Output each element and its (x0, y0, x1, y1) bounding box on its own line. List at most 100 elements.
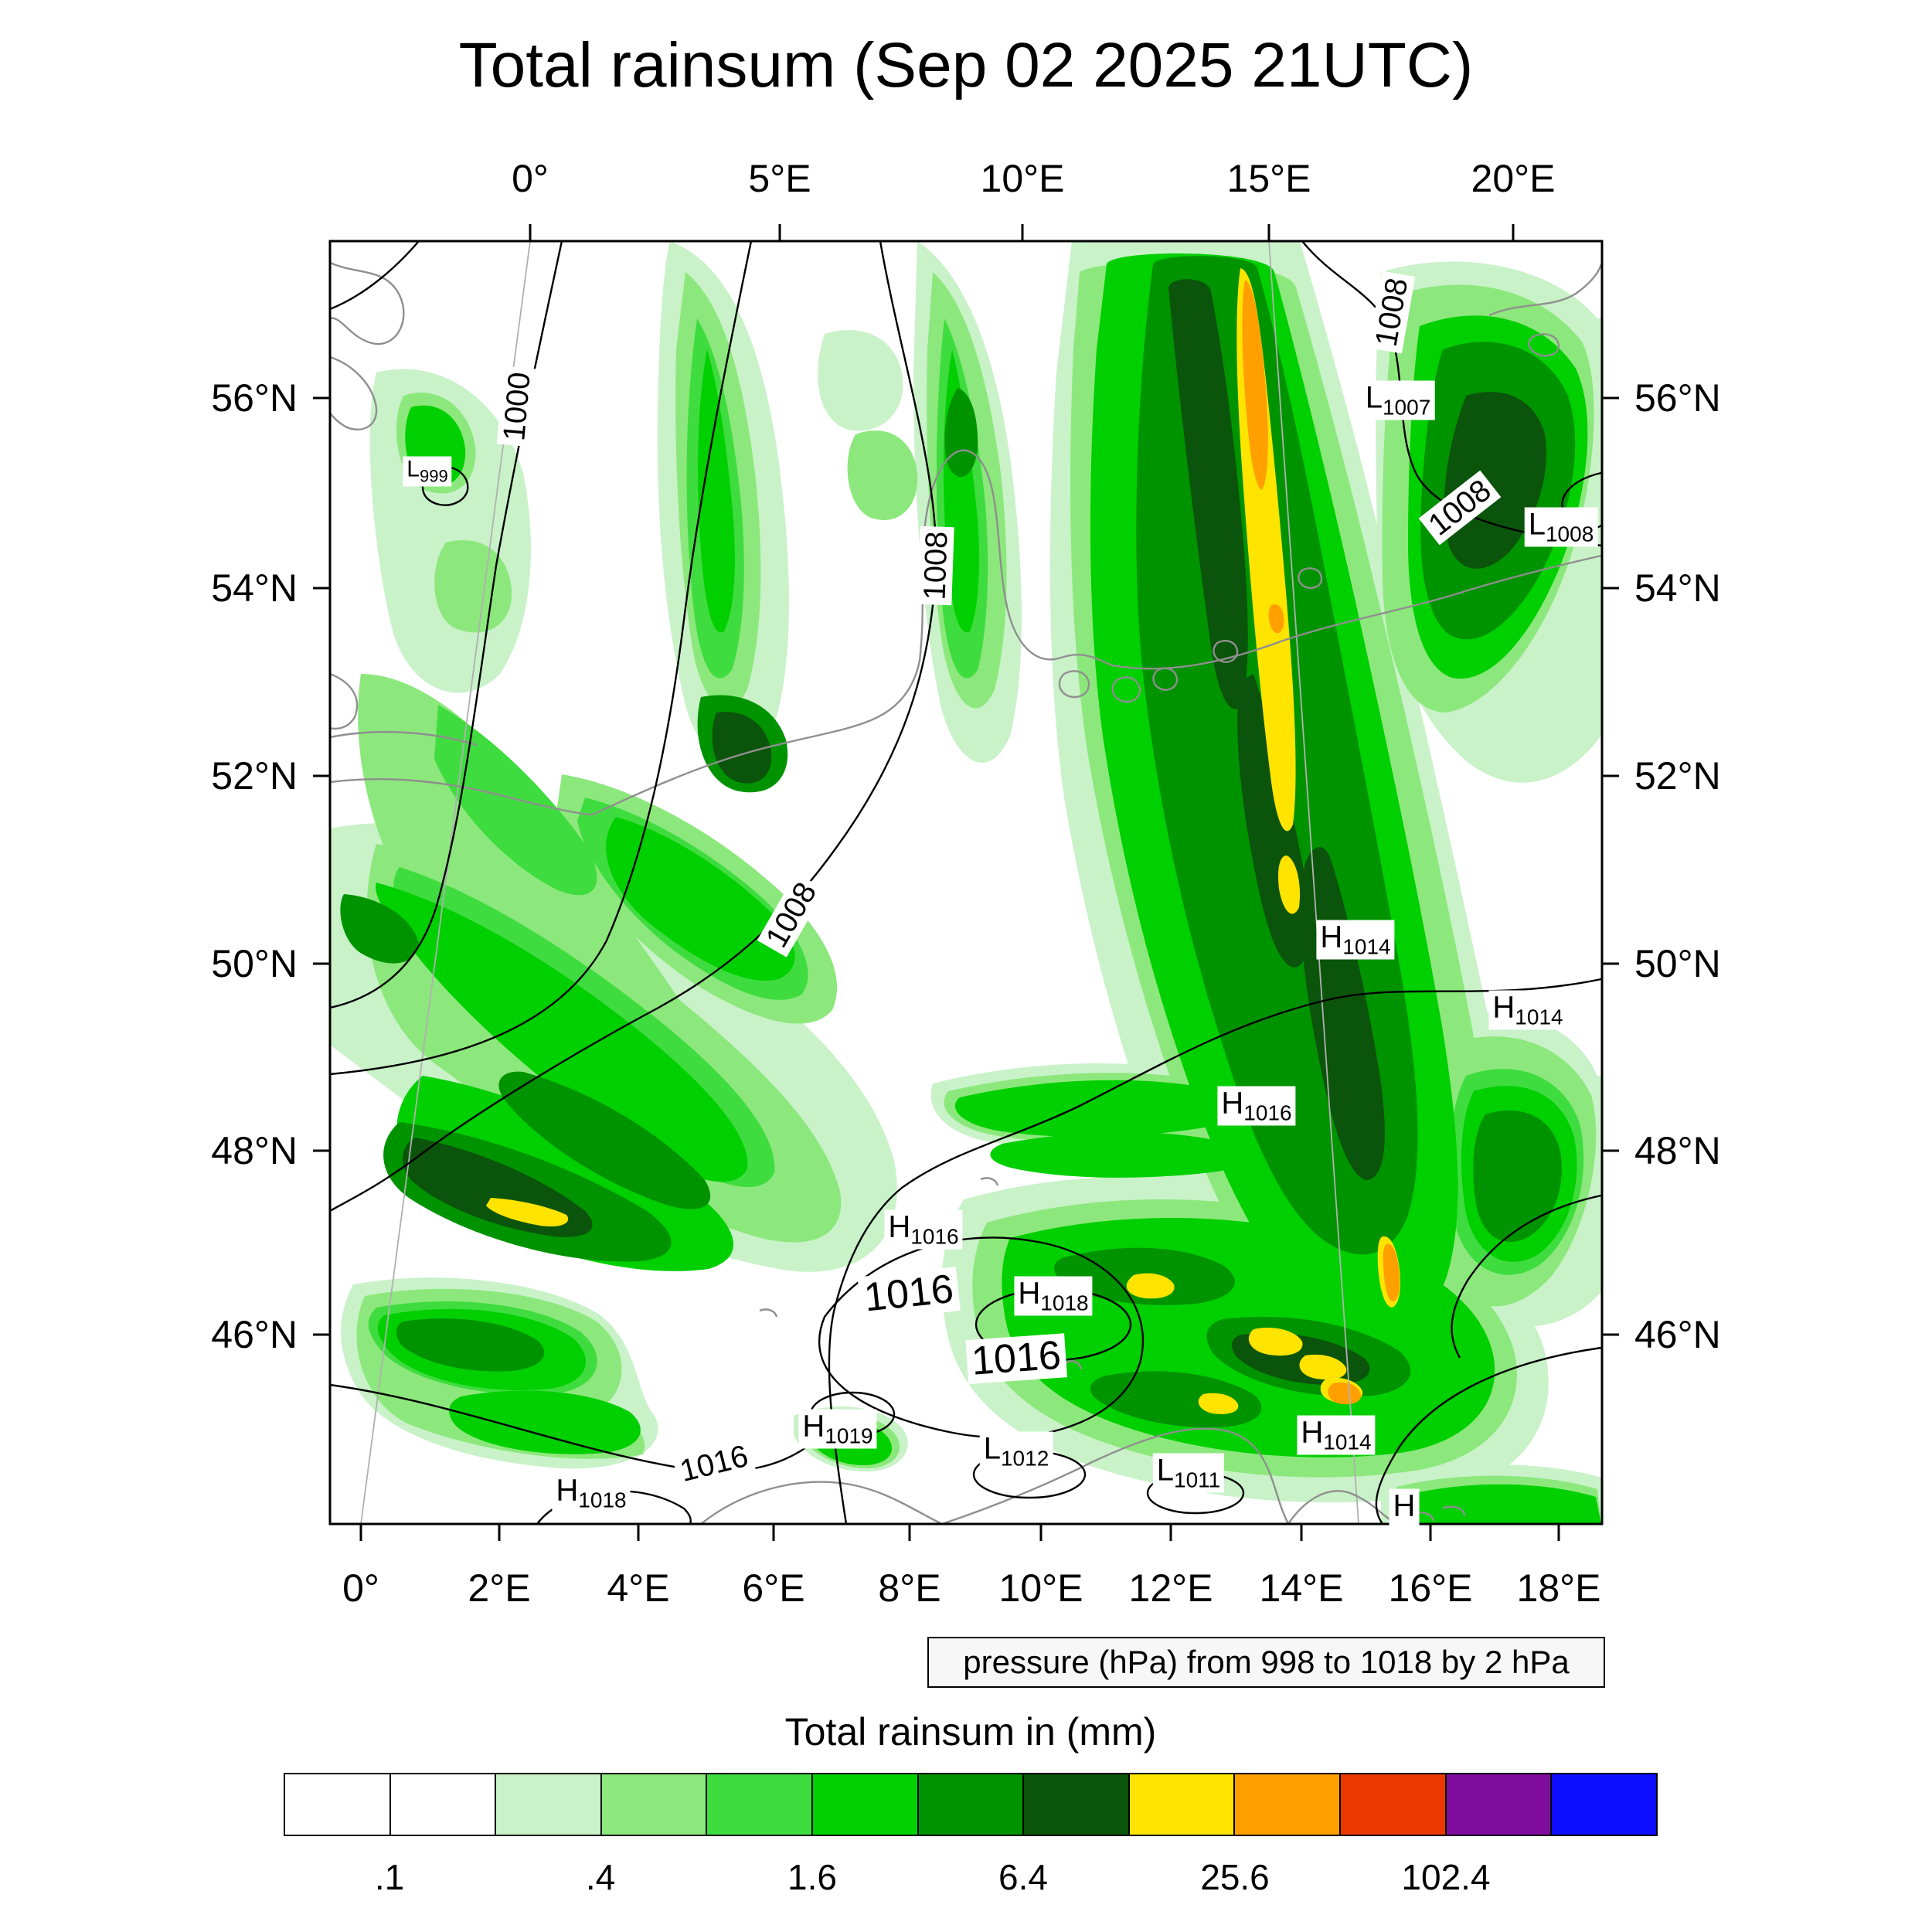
contour-1016-east (1451, 1194, 1602, 1359)
axis-label-left-3: 50°N (211, 942, 298, 985)
coast-britain (330, 261, 405, 730)
axis-label-top-4: 20°E (1471, 157, 1556, 200)
center-value: 999 (419, 466, 448, 486)
axis-label-left-2: 52°N (211, 754, 298, 798)
colorbar-cell (1024, 1774, 1130, 1835)
coast-baltic (1111, 554, 1602, 670)
precip-layer (330, 241, 1601, 1524)
axis-label-right-5: 46°N (1634, 1313, 1721, 1356)
axis-label-right-3: 50°N (1634, 942, 1721, 985)
colorbar-tick-1: .4 (585, 1857, 616, 1897)
pressure-center-h1014-c: H1014 (1297, 1415, 1376, 1455)
map-area (330, 241, 1602, 1524)
contour-label-1016-b: 1016 (965, 1333, 1067, 1384)
center-letter: H (1018, 1276, 1041, 1311)
pressure-center-l1008: L1008 (1524, 507, 1598, 547)
coast-northsea-jutland (592, 449, 1113, 816)
center-letter: H (1393, 1488, 1416, 1523)
axis-label-bottom-9: 18°E (1517, 1566, 1601, 1610)
axis-label-top-0: 0° (512, 157, 549, 200)
bottom-axis-ticks (359, 1524, 1560, 1541)
center-letter: L (406, 456, 420, 482)
map-frame (328, 240, 1604, 1526)
coast-islands (1058, 567, 1323, 703)
graticule (360, 241, 1359, 1524)
center-letter: H (1492, 990, 1515, 1025)
colorbar-cell (1235, 1774, 1342, 1835)
legend-title: Total rainsum in (mm) (784, 1710, 1157, 1753)
center-value: 1014 (1323, 1430, 1372, 1454)
center-value: 1016 (1243, 1100, 1292, 1125)
center-value: 1014 (1515, 1005, 1563, 1029)
left-axis-ticks (313, 396, 330, 1336)
center-letter: L (1365, 380, 1383, 415)
axis-label-top-2: 10°E (981, 157, 1065, 200)
axis-label-left-0: 56°N (211, 376, 298, 420)
center-value: 1011 (1174, 1468, 1221, 1492)
pressure-note: pressure (hPa) from 998 to 1018 by 2 hPa (927, 1637, 1605, 1688)
meridian-15e (1268, 241, 1359, 1524)
colorbar-cell (601, 1774, 708, 1835)
colorbar-cell (918, 1774, 1025, 1835)
contour-1014-southeast (1375, 1346, 1602, 1524)
colorbar-tick-0: .1 (374, 1857, 405, 1897)
colorbar-cell (390, 1774, 497, 1835)
colorbar-cell (1446, 1774, 1553, 1835)
axis-label-top-1: 5°E (748, 157, 811, 200)
colorbar-cell (707, 1774, 814, 1835)
axis-label-bottom-5: 10°E (999, 1566, 1083, 1610)
axis-label-left-1: 54°N (211, 566, 298, 610)
pressure-center-l1011: L1011 (1152, 1453, 1225, 1493)
pressure-center-h1016-b: H1016 (884, 1209, 963, 1250)
axis-label-right-0: 56°N (1634, 376, 1721, 420)
axis-label-bottom-2: 4°E (607, 1566, 669, 1610)
top-axis: 0° 5°E 10°E 15°E 20°E (512, 157, 1555, 241)
colorbar-tick-2: 1.6 (787, 1857, 837, 1897)
pressure-center-l1007: L1007 (1361, 380, 1435, 420)
center-value: 1016 (910, 1224, 959, 1249)
axis-label-left-5: 46°N (211, 1313, 298, 1356)
left-axis: 56°N 54°N 52°N 50°N 48°N 46°N (211, 376, 330, 1356)
coast-channel (330, 730, 594, 816)
axis-label-bottom-4: 8°E (878, 1566, 940, 1610)
right-axis: 56°N 54°N 52°N 50°N 48°N 46°N (1602, 376, 1721, 1356)
center-letter: H (1221, 1086, 1244, 1121)
center-value: 1014 (1342, 934, 1391, 959)
center-value: 1008 (1545, 522, 1594, 546)
pressure-center-h1018-a: H1018 (1014, 1276, 1093, 1316)
axis-label-bottom-3: 6°E (742, 1566, 804, 1610)
center-letter: H (1320, 920, 1343, 954)
bottom-axis: 0° 2°E 4°E 6°E 8°E 10°E 12°E 14°E 16°E 1… (342, 1524, 1600, 1610)
axis-label-bottom-8: 16°E (1389, 1566, 1473, 1610)
contour-998 (330, 241, 420, 311)
center-letter: L (983, 1431, 1001, 1466)
axis-label-bottom-7: 14°E (1260, 1566, 1344, 1610)
colorbar-tick-3: 6.4 (998, 1857, 1048, 1897)
axis-label-right-2: 52°N (1634, 754, 1721, 798)
colorbar-tick-5: 102.4 (1401, 1857, 1491, 1897)
pressure-center-h1018-b: H1018 (552, 1473, 631, 1513)
colorbar-tick-4: 25.6 (1200, 1857, 1270, 1897)
pressure-center-l1012: L1012 (979, 1431, 1053, 1471)
page-title: Total rainsum (Sep 02 2025 21UTC) (459, 30, 1474, 100)
center-letter: H (1301, 1415, 1324, 1450)
center-letter: L (1156, 1453, 1175, 1488)
coastlines (330, 261, 1602, 1524)
axis-label-right-4: 48°N (1634, 1129, 1721, 1172)
pressure-center-h-partial: H (1389, 1488, 1420, 1529)
right-axis-ticks (1602, 396, 1619, 1336)
center-value: 1018 (1040, 1291, 1089, 1315)
colorbar-cell (285, 1774, 391, 1835)
colorbar-cell (813, 1774, 919, 1835)
center-letter: L (1528, 507, 1546, 542)
colorbar (284, 1773, 1658, 1836)
colorbar-cell (1552, 1774, 1656, 1835)
pressure-center-h1016-a: H1016 (1217, 1086, 1296, 1126)
contour-1016-west (330, 1383, 816, 1473)
axis-label-right-1: 54°N (1634, 566, 1721, 610)
top-axis-ticks (529, 224, 1515, 241)
pressure-center-l999: L999 (403, 456, 452, 487)
center-value: 1019 (825, 1423, 873, 1448)
